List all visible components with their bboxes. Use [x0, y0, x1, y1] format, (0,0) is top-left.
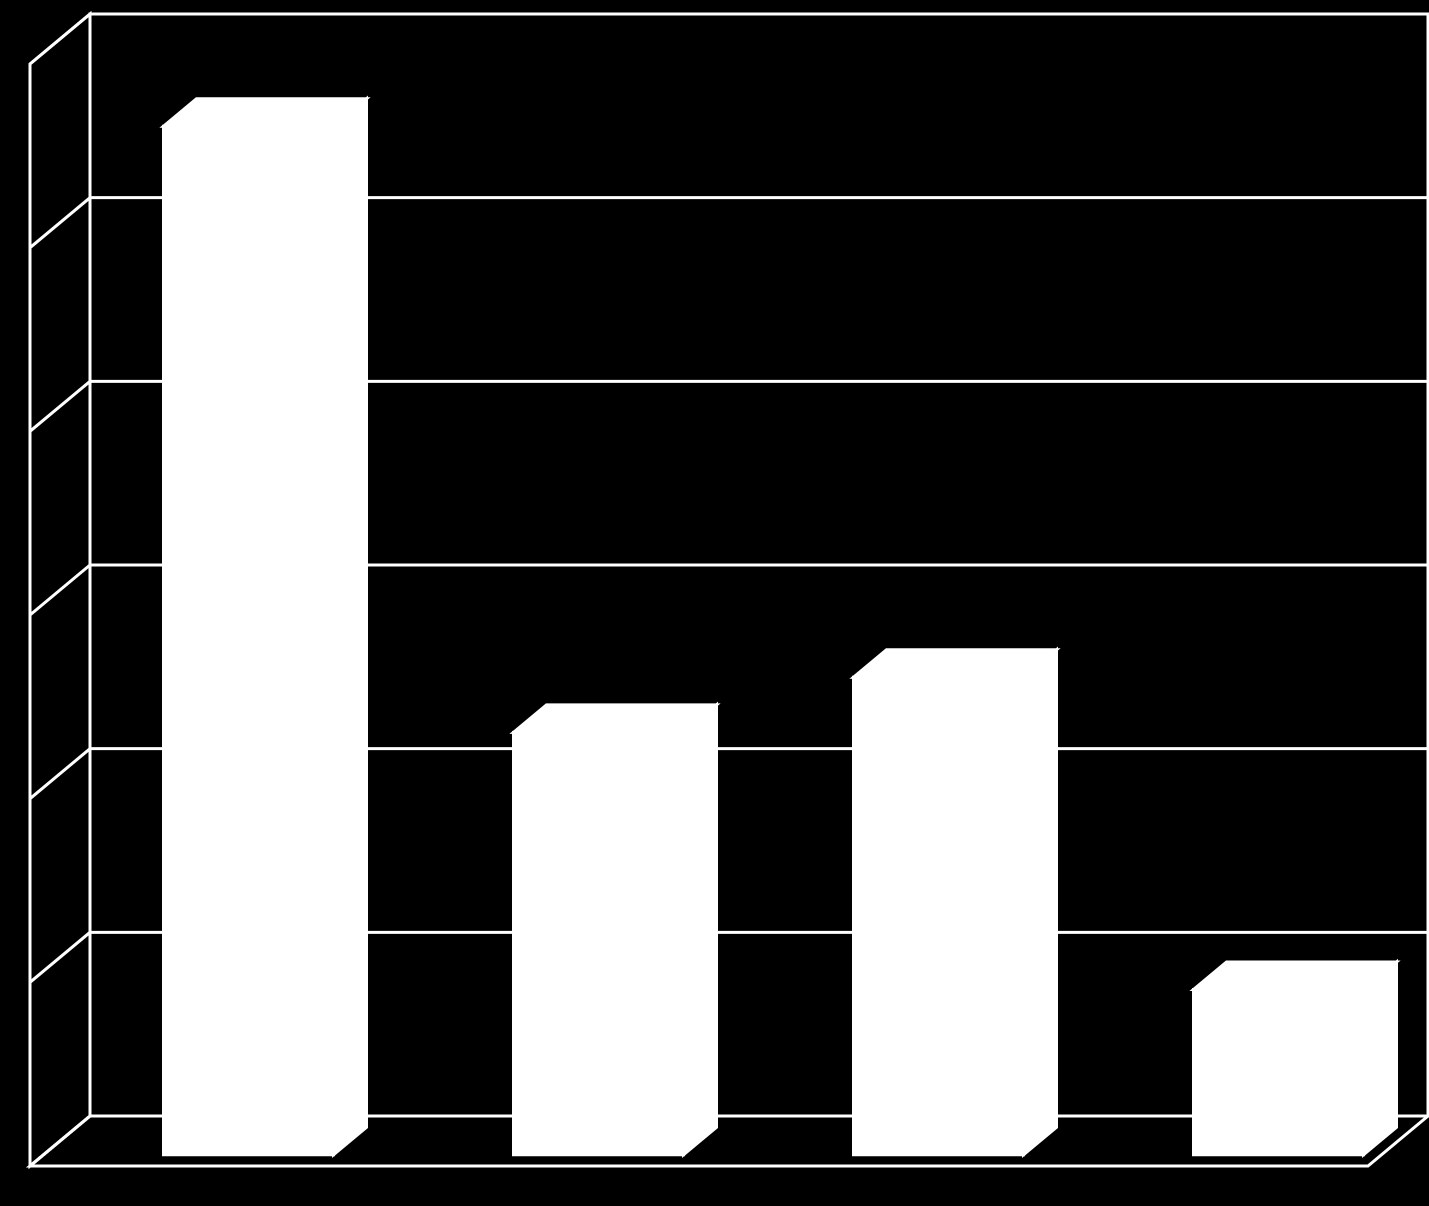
chart-svg — [0, 0, 1429, 1201]
bar-chart — [0, 0, 1429, 1201]
